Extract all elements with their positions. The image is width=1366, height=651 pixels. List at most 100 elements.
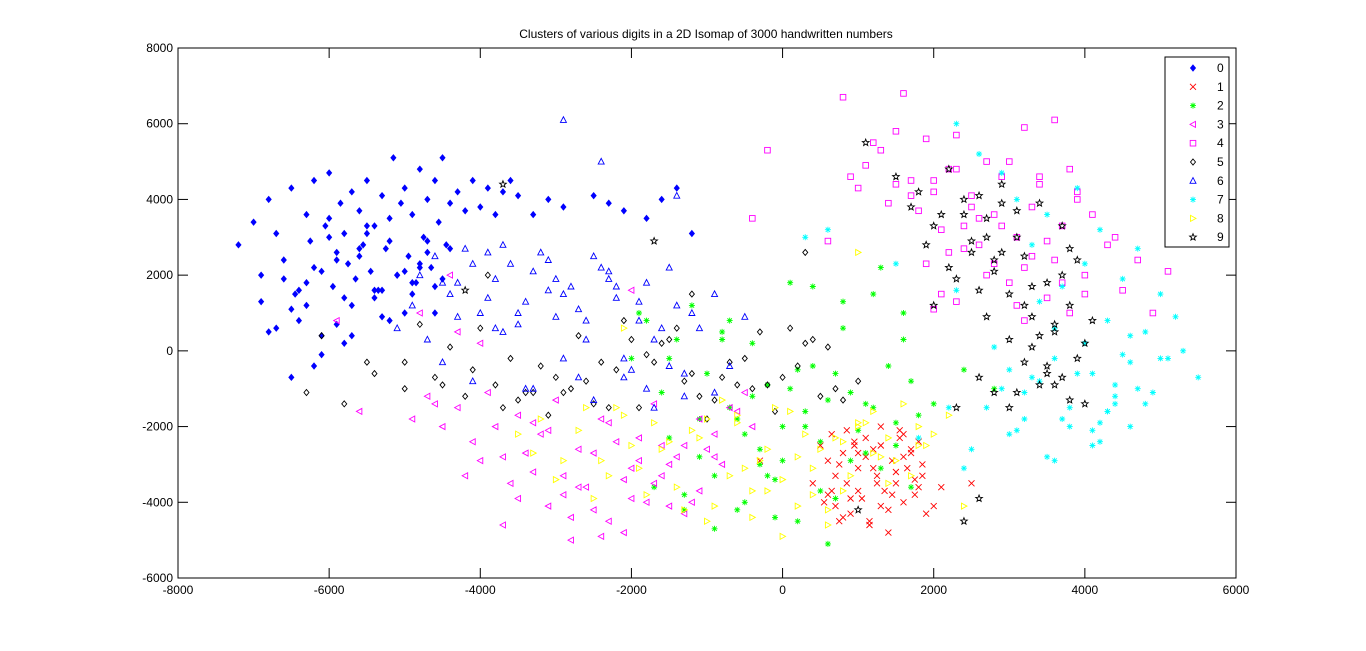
data-point-digit-4 <box>983 271 990 279</box>
data-point-digit-6 <box>506 259 515 267</box>
data-point-digit-1 <box>858 495 866 502</box>
data-point-digit-5 <box>809 335 816 344</box>
data-point-digit-1 <box>937 483 945 491</box>
data-point-digit-0 <box>405 252 412 260</box>
data-point-digit-0 <box>258 297 265 306</box>
x-tick-label: 4000 <box>1072 583 1099 597</box>
chart-title: Clusters of various digits in a 2D Isoma… <box>519 27 893 41</box>
data-point-digit-0 <box>310 362 318 370</box>
data-point-digit-0 <box>352 275 359 283</box>
data-point-digit-8 <box>915 422 923 431</box>
data-point-digit-3 <box>544 426 552 435</box>
x-tick-label: 2000 <box>920 583 947 597</box>
x-tick-label: -4000 <box>465 583 496 597</box>
data-point-digit-6 <box>741 312 749 320</box>
data-point-digit-5 <box>401 358 408 366</box>
data-point-digit-3 <box>476 456 484 465</box>
data-point-digit-9 <box>1057 270 1067 279</box>
data-point-digit-4 <box>975 215 983 222</box>
data-point-digit-6 <box>725 361 734 369</box>
data-point-digit-9 <box>944 164 954 173</box>
data-point-digit-6 <box>521 384 530 392</box>
data-point-digit-9 <box>989 266 999 276</box>
data-point-digit-3 <box>665 502 673 510</box>
data-point-digit-9 <box>498 179 508 189</box>
data-point-digit-5 <box>484 271 491 279</box>
data-point-digit-1 <box>877 502 885 510</box>
data-point-digit-2 <box>892 419 899 426</box>
data-point-digit-2 <box>862 450 869 457</box>
data-point-digit-2 <box>900 310 907 316</box>
data-point-digit-3 <box>514 411 522 419</box>
data-point-digit-1 <box>832 502 839 510</box>
data-point-digit-2 <box>809 283 816 290</box>
data-point-digit-0 <box>424 237 431 245</box>
data-point-digit-7 <box>1195 374 1202 381</box>
data-point-digit-4 <box>930 188 937 196</box>
data-point-digit-2 <box>666 355 673 362</box>
data-point-digit-2 <box>711 472 718 479</box>
data-point-digit-0 <box>280 275 287 283</box>
data-point-digit-1 <box>915 483 922 491</box>
data-point-digit-1 <box>820 498 828 506</box>
x-tick-label: 0 <box>779 583 786 597</box>
data-point-digit-5 <box>582 377 590 385</box>
data-point-digit-6 <box>574 373 583 381</box>
data-point-digit-8 <box>855 419 863 427</box>
data-point-digit-0 <box>348 188 355 196</box>
data-point-digit-2 <box>802 408 809 415</box>
data-point-digit-8 <box>892 456 900 465</box>
y-tick-label: 2000 <box>146 268 173 282</box>
y-tick-label: 6000 <box>146 117 173 131</box>
data-point-digit-8 <box>711 502 719 510</box>
data-point-digit-3 <box>740 388 748 397</box>
data-point-digit-0 <box>386 214 393 223</box>
data-point-digit-0 <box>250 218 257 226</box>
data-point-digit-8 <box>809 490 817 499</box>
data-point-digit-4 <box>1089 211 1096 218</box>
data-point-digit-4 <box>1036 173 1043 180</box>
data-point-digit-7 <box>1066 423 1073 430</box>
data-point-digit-9 <box>959 516 969 526</box>
data-point-digit-0 <box>337 199 344 207</box>
data-point-digit-2 <box>719 336 726 343</box>
data-point-digit-8 <box>598 456 606 465</box>
data-point-digit-4 <box>1134 256 1142 264</box>
data-point-digit-3 <box>604 419 612 427</box>
data-point-digit-7 <box>1013 196 1020 203</box>
data-point-digit-8 <box>688 426 696 435</box>
data-point-digit-0 <box>348 301 355 310</box>
data-point-digit-3 <box>332 316 340 325</box>
legend-label-8: 8 <box>1217 211 1224 225</box>
data-point-digit-7 <box>1104 408 1111 415</box>
data-point-digit-4 <box>960 245 968 252</box>
data-point-digit-2 <box>643 317 650 324</box>
data-point-digit-0 <box>333 256 340 264</box>
data-point-digit-7 <box>1006 431 1013 438</box>
data-point-digit-0 <box>326 233 333 241</box>
data-point-digit-3 <box>551 396 559 404</box>
legend-label-6: 6 <box>1217 174 1224 188</box>
data-point-digit-0 <box>303 210 310 219</box>
data-point-digit-3 <box>642 498 650 507</box>
data-point-digit-0 <box>446 199 454 207</box>
data-point-digit-7 <box>1021 416 1028 422</box>
data-point-digit-5 <box>711 396 718 404</box>
data-points <box>235 90 1202 547</box>
data-point-digit-3 <box>627 464 635 472</box>
data-point-digit-3 <box>635 434 642 442</box>
legend-marker-9 <box>1188 232 1198 242</box>
data-point-digit-3 <box>431 400 438 408</box>
data-point-digit-9 <box>959 194 969 204</box>
series-3 <box>332 271 756 544</box>
data-point-digit-0 <box>507 176 514 185</box>
data-point-digit-4 <box>839 93 847 101</box>
data-point-digit-7 <box>1089 370 1096 377</box>
data-point-digit-2 <box>756 461 763 468</box>
data-point-digit-1 <box>892 468 900 476</box>
data-point-digit-6 <box>574 305 583 313</box>
data-point-digit-8 <box>575 426 583 435</box>
data-point-digit-4 <box>900 90 907 97</box>
data-point-digit-8 <box>613 403 621 412</box>
data-point-digit-0 <box>439 154 446 162</box>
